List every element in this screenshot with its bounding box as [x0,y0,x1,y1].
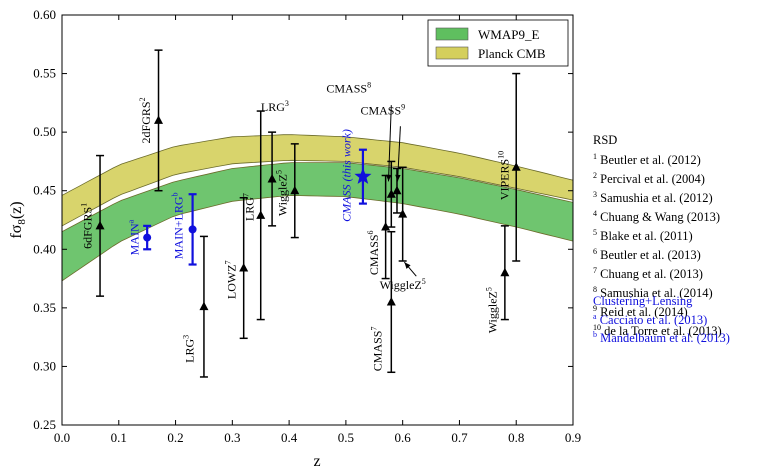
y-tick-label: 0.45 [33,183,56,198]
lensing-reference: b Mandelbaum et al. (2013) [593,330,730,345]
plot-frame [61,14,574,426]
band-planck-cmb [62,134,573,227]
annotation-arrow [387,105,392,182]
x-tick-label: 0.3 [224,430,240,445]
data-point [386,297,396,306]
legend-swatch [435,46,469,60]
data-point [392,185,402,195]
x-tick-label: 0.6 [395,430,412,445]
y-tick-label: 0.60 [33,7,56,22]
lensing-title: Clustering+Lensing [593,294,693,308]
rsd-reference: 2 Percival et al. (2004) [593,171,705,186]
y-tick-label: 0.50 [33,124,56,139]
axes: 0.0 0.1 0.2 0.3 0.4 0.5 0.6 0.7 0.8 0.9 0.25 0.30 0.… [33,7,581,445]
point-label: CMASS (this work) [339,129,353,222]
x-tick-label: 0.4 [281,430,298,445]
x-tick-label: 0.7 [451,430,468,445]
rsd-reference: 7 Chuang et al. (2013) [593,266,703,281]
data-point [239,263,249,272]
x-tick-label: 0.5 [338,430,354,445]
data-point [154,115,164,124]
x-tick-label: 0.0 [54,430,70,445]
annotation-arrowhead [386,174,392,182]
legend-label: Planck CMB [478,46,546,61]
point-labels: 6dFGRS1 2dFGRS2 LRG3 LOWZ7 LRG7 LRG3 WiggleZ5 C… [80,80,512,371]
rsd-reference: 3 Samushia et al. (2012) [593,190,713,205]
data-point [188,225,197,234]
data-point [267,174,277,183]
model-bands [62,134,573,282]
legend: WMAP9_E Planck CMB [427,19,569,67]
data-point [95,220,105,230]
y-tick-label: 0.25 [33,417,56,432]
data-point [143,233,152,242]
y-tick-label: 0.30 [33,358,56,373]
data-point [381,222,391,231]
data-point-star [354,167,372,184]
reference-list: RSD 1 Beutler et al. (2012) 2 Percival et … [593,133,730,345]
rsd-reference: 9 Reid et al. (2014) [593,304,688,319]
x-tick-label: 0.2 [167,430,183,445]
x-tick-label: 0.9 [565,430,581,445]
data-point [290,185,300,195]
data-point [199,301,209,311]
point-label: WiggleZ5 [274,170,289,216]
data-point [500,267,510,277]
legend-swatch [435,27,469,41]
point-label: CMASS7 [370,327,385,372]
band-wmap9-e [62,162,573,282]
point-label: WiggleZ5 [380,277,426,292]
rsd-title: RSD [593,133,617,147]
legend-label: WMAP9_E [478,27,539,42]
rsd-reference: 1 Beutler et al. (2012) [593,152,701,167]
x-tick-label: 0.8 [508,430,524,445]
point-label: LOWZ7 [224,260,239,299]
rsd-reference: 8 Samushia et al. (2014) [593,285,713,300]
rsd-reference: 5 Blake et al. (2011) [593,228,693,243]
y-tick-label: 0.55 [33,66,56,81]
point-label: 6dFGRS1 [80,203,95,249]
point-label: MAIN+LRGb [170,192,185,259]
x-tick-label: 0.1 [111,430,127,445]
point-label: VIPERS10 [496,151,511,200]
point-label: 2dFGRS2 [138,97,153,143]
point-label: LRG7 [241,193,256,221]
point-label: WiggleZ5 [484,287,499,333]
x-axis-label: z [313,453,320,470]
data-point [256,210,266,219]
y-tick-label: 0.40 [33,241,56,256]
point-label: LRG3 [182,335,197,363]
rsd-reference: 4 Chuang & Wang (2013) [593,209,720,224]
point-label: CMASS9 [360,103,405,118]
lensing-reference: a Cacciato et al. (2013) [593,312,707,327]
y-axis-label: fσ8(z) [8,201,28,238]
annotation-arrow [397,126,401,182]
rsd-reference: 10 de la Torre et al. (2013) [593,323,722,338]
point-label: CMASS6 [366,230,381,275]
data-point [386,189,396,198]
data-point [511,162,521,171]
point-label: LRG3 [261,99,289,114]
data-point [398,209,408,218]
point-label: MAINa [127,219,142,255]
rsd-reference: 6 Beutler et al. (2013) [593,247,701,262]
point-label: CMASS8 [326,80,371,95]
data-points [95,49,521,378]
annotation-arrowhead [404,262,411,269]
y-tick-label: 0.35 [33,300,56,315]
